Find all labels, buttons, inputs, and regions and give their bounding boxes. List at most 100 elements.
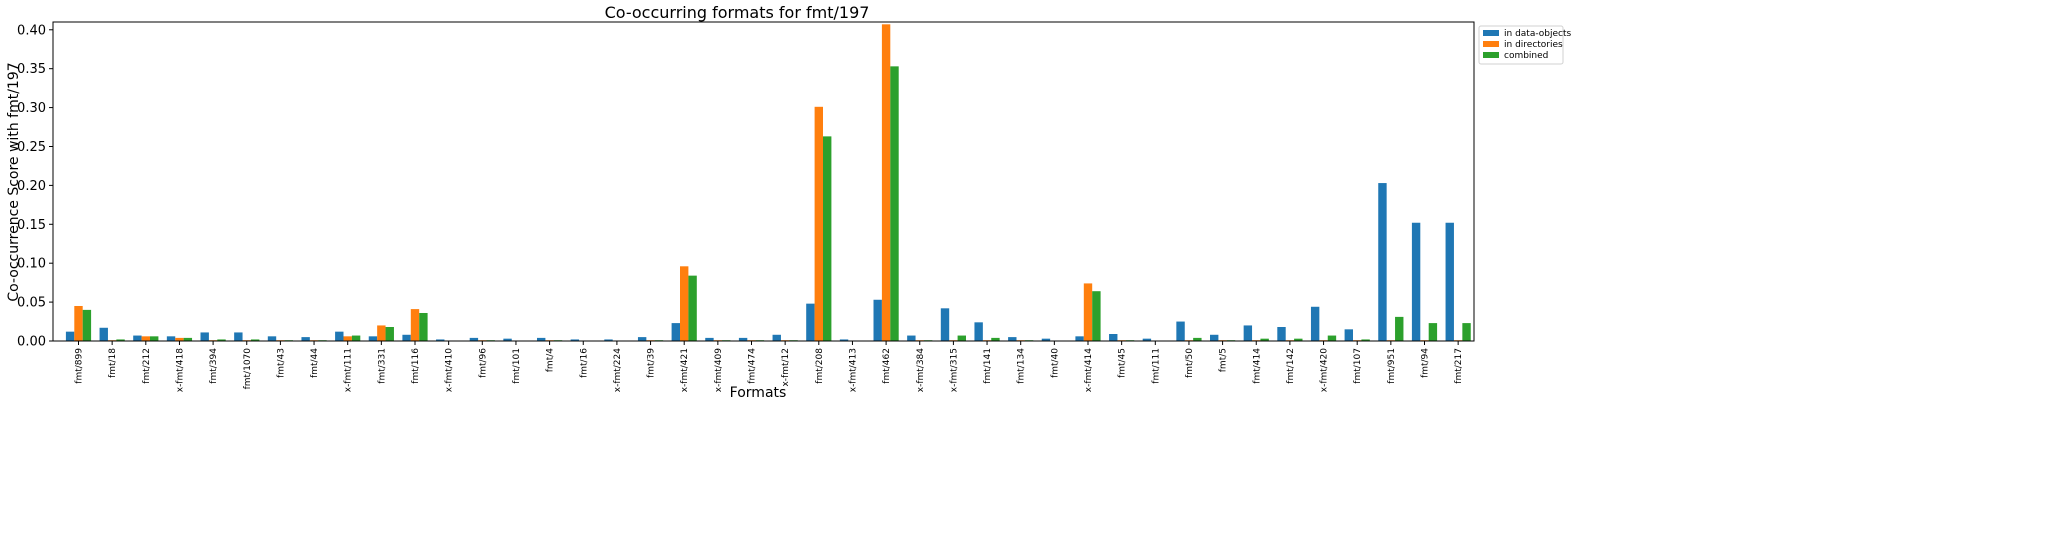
bar-in-data-objects-fmt-1070 <box>234 332 243 341</box>
bar-in-data-objects-fmt-5 <box>1210 334 1219 341</box>
x-tick-label: fmt/899 <box>75 348 85 384</box>
x-ticks-group: fmt/899 fmt/18 fmt/212 x-fmt/418 fmt/394 fmt/… <box>75 341 1464 393</box>
legend-swatch <box>1483 52 1499 58</box>
bar-combined-fmt-18 <box>116 339 125 341</box>
y-tick-label: 0.25 <box>17 140 46 155</box>
bar-in-data-objects-x-fmt-410 <box>436 339 445 341</box>
bar-combined-x-fmt-418 <box>183 337 193 341</box>
bar-in-data-objects-fmt-43 <box>267 336 277 341</box>
bar-in-data-objects-fmt-394 <box>200 332 209 341</box>
x-tick-label: fmt/40 <box>1050 348 1060 378</box>
plot-frame <box>52 21 1475 342</box>
bar-combined-fmt-462 <box>890 66 899 341</box>
y-tick-label: 0.00 <box>17 335 46 350</box>
bar-in-data-objects-x-fmt-409 <box>705 337 714 341</box>
x-tick-label: fmt/44 <box>310 348 320 378</box>
x-tick-label: fmt/111 <box>1151 348 1161 384</box>
legend-label: combined <box>1504 51 1548 61</box>
x-tick-label: x-fmt/12 <box>781 348 791 387</box>
bar-in-data-objects-fmt-16 <box>570 339 580 341</box>
bar-in-data-objects-x-fmt-414 <box>1075 336 1084 341</box>
bar-combined-x-fmt-420 <box>1327 335 1337 341</box>
bar-in-directories-x-fmt-418 <box>175 337 184 341</box>
bar-combined-fmt-116 <box>419 312 428 341</box>
bar-combined-fmt-50 <box>1193 337 1202 341</box>
x-tick-label: x-fmt/420 <box>1320 348 1330 393</box>
bar-in-data-objects-fmt-212 <box>133 335 142 341</box>
bar-in-data-objects-fmt-101 <box>503 338 512 341</box>
x-tick-label: x-fmt/111 <box>344 348 354 392</box>
y-tick-label: 0.15 <box>17 218 46 233</box>
x-tick-label: x-fmt/384 <box>916 348 926 393</box>
bar-in-data-objects-fmt-45 <box>1109 334 1118 341</box>
x-tick-label: fmt/50 <box>1185 348 1195 378</box>
bar-in-data-objects-fmt-134 <box>1008 337 1017 341</box>
bar-combined-fmt-414 <box>1260 338 1269 341</box>
bar-combined-fmt-212 <box>150 336 159 341</box>
bar-in-data-objects-x-fmt-421 <box>671 323 680 341</box>
bar-combined-fmt-331 <box>385 327 394 341</box>
bar-in-data-objects-fmt-107 <box>1344 329 1353 341</box>
x-tick-label: fmt/141 <box>983 348 993 384</box>
bar-combined-fmt-94 <box>1428 323 1438 341</box>
x-tick-label: fmt/394 <box>209 348 219 384</box>
legend-label: in data-objects <box>1504 29 1571 39</box>
bar-in-directories-fmt-116 <box>410 309 420 341</box>
y-tick-label: 0.35 <box>17 62 46 77</box>
bar-combined-fmt-107 <box>1361 339 1370 341</box>
legend-swatch <box>1483 41 1499 47</box>
bar-combined-fmt-951 <box>1395 316 1404 341</box>
bar-in-data-objects-x-fmt-315 <box>940 308 950 341</box>
x-tick-label: fmt/4 <box>546 348 556 372</box>
x-tick-label: fmt/1070 <box>243 348 253 390</box>
x-tick-label: fmt/16 <box>579 348 589 378</box>
x-tick-label: fmt/101 <box>512 348 522 384</box>
bar-combined-fmt-142 <box>1294 338 1303 341</box>
legend-label: in directories <box>1504 40 1563 50</box>
bar-in-directories-x-fmt-421 <box>680 266 689 341</box>
bar-in-data-objects-x-fmt-12 <box>772 334 781 341</box>
bar-in-directories-x-fmt-111 <box>343 336 352 341</box>
x-tick-label: x-fmt/413 <box>848 348 858 392</box>
bar-in-data-objects-fmt-96 <box>469 337 479 341</box>
bar-in-data-objects-x-fmt-418 <box>166 336 176 341</box>
bar-in-directories-fmt-208 <box>814 106 823 341</box>
bar-combined-fmt-208 <box>823 136 832 341</box>
y-tick-label: 0.40 <box>17 23 46 38</box>
x-tick-label: x-fmt/418 <box>175 348 185 393</box>
x-tick-label: fmt/94 <box>1421 348 1431 378</box>
bar-in-directories-fmt-462 <box>881 24 891 342</box>
bar-in-data-objects-fmt-142 <box>1277 327 1286 341</box>
bar-in-directories-fmt-331 <box>377 325 386 341</box>
bar-in-data-objects-fmt-4 <box>537 337 546 341</box>
x-tick-label: fmt/96 <box>478 348 488 378</box>
y-tick-label: 0.10 <box>17 257 46 272</box>
x-axis-label: Formats <box>730 385 787 401</box>
y-axis-label: Co-occurrence Score with fmt/197 <box>6 62 22 301</box>
bar-combined-fmt-1070 <box>250 339 260 341</box>
bar-combined-fmt-217 <box>1462 323 1471 341</box>
bar-combined-x-fmt-421 <box>688 275 697 341</box>
bar-combined-x-fmt-315 <box>957 335 966 341</box>
x-tick-label: fmt/142 <box>1286 348 1296 384</box>
chart-title: Co-occurring formats for fmt/197 <box>605 3 870 22</box>
x-tick-label: fmt/212 <box>142 348 152 384</box>
bar-combined-fmt-394 <box>217 339 226 341</box>
x-tick-label: x-fmt/410 <box>445 348 455 393</box>
legend-frame <box>1478 25 1564 65</box>
bar-in-data-objects-fmt-462 <box>873 299 882 341</box>
bar-in-data-objects-fmt-94 <box>1411 222 1421 341</box>
x-tick-label: fmt/208 <box>815 348 825 384</box>
x-tick-label: x-fmt/409 <box>714 348 724 393</box>
x-tick-label: fmt/414 <box>1252 348 1262 384</box>
bar-in-data-objects-x-fmt-413 <box>839 339 849 341</box>
x-tick-label: fmt/5 <box>1219 348 1229 372</box>
x-tick-label: fmt/107 <box>1353 348 1363 384</box>
legend-swatch <box>1483 30 1499 36</box>
bar-in-data-objects-fmt-217 <box>1445 222 1454 341</box>
bar-combined-x-fmt-414 <box>1092 291 1101 341</box>
bar-in-data-objects-x-fmt-224 <box>604 339 613 341</box>
